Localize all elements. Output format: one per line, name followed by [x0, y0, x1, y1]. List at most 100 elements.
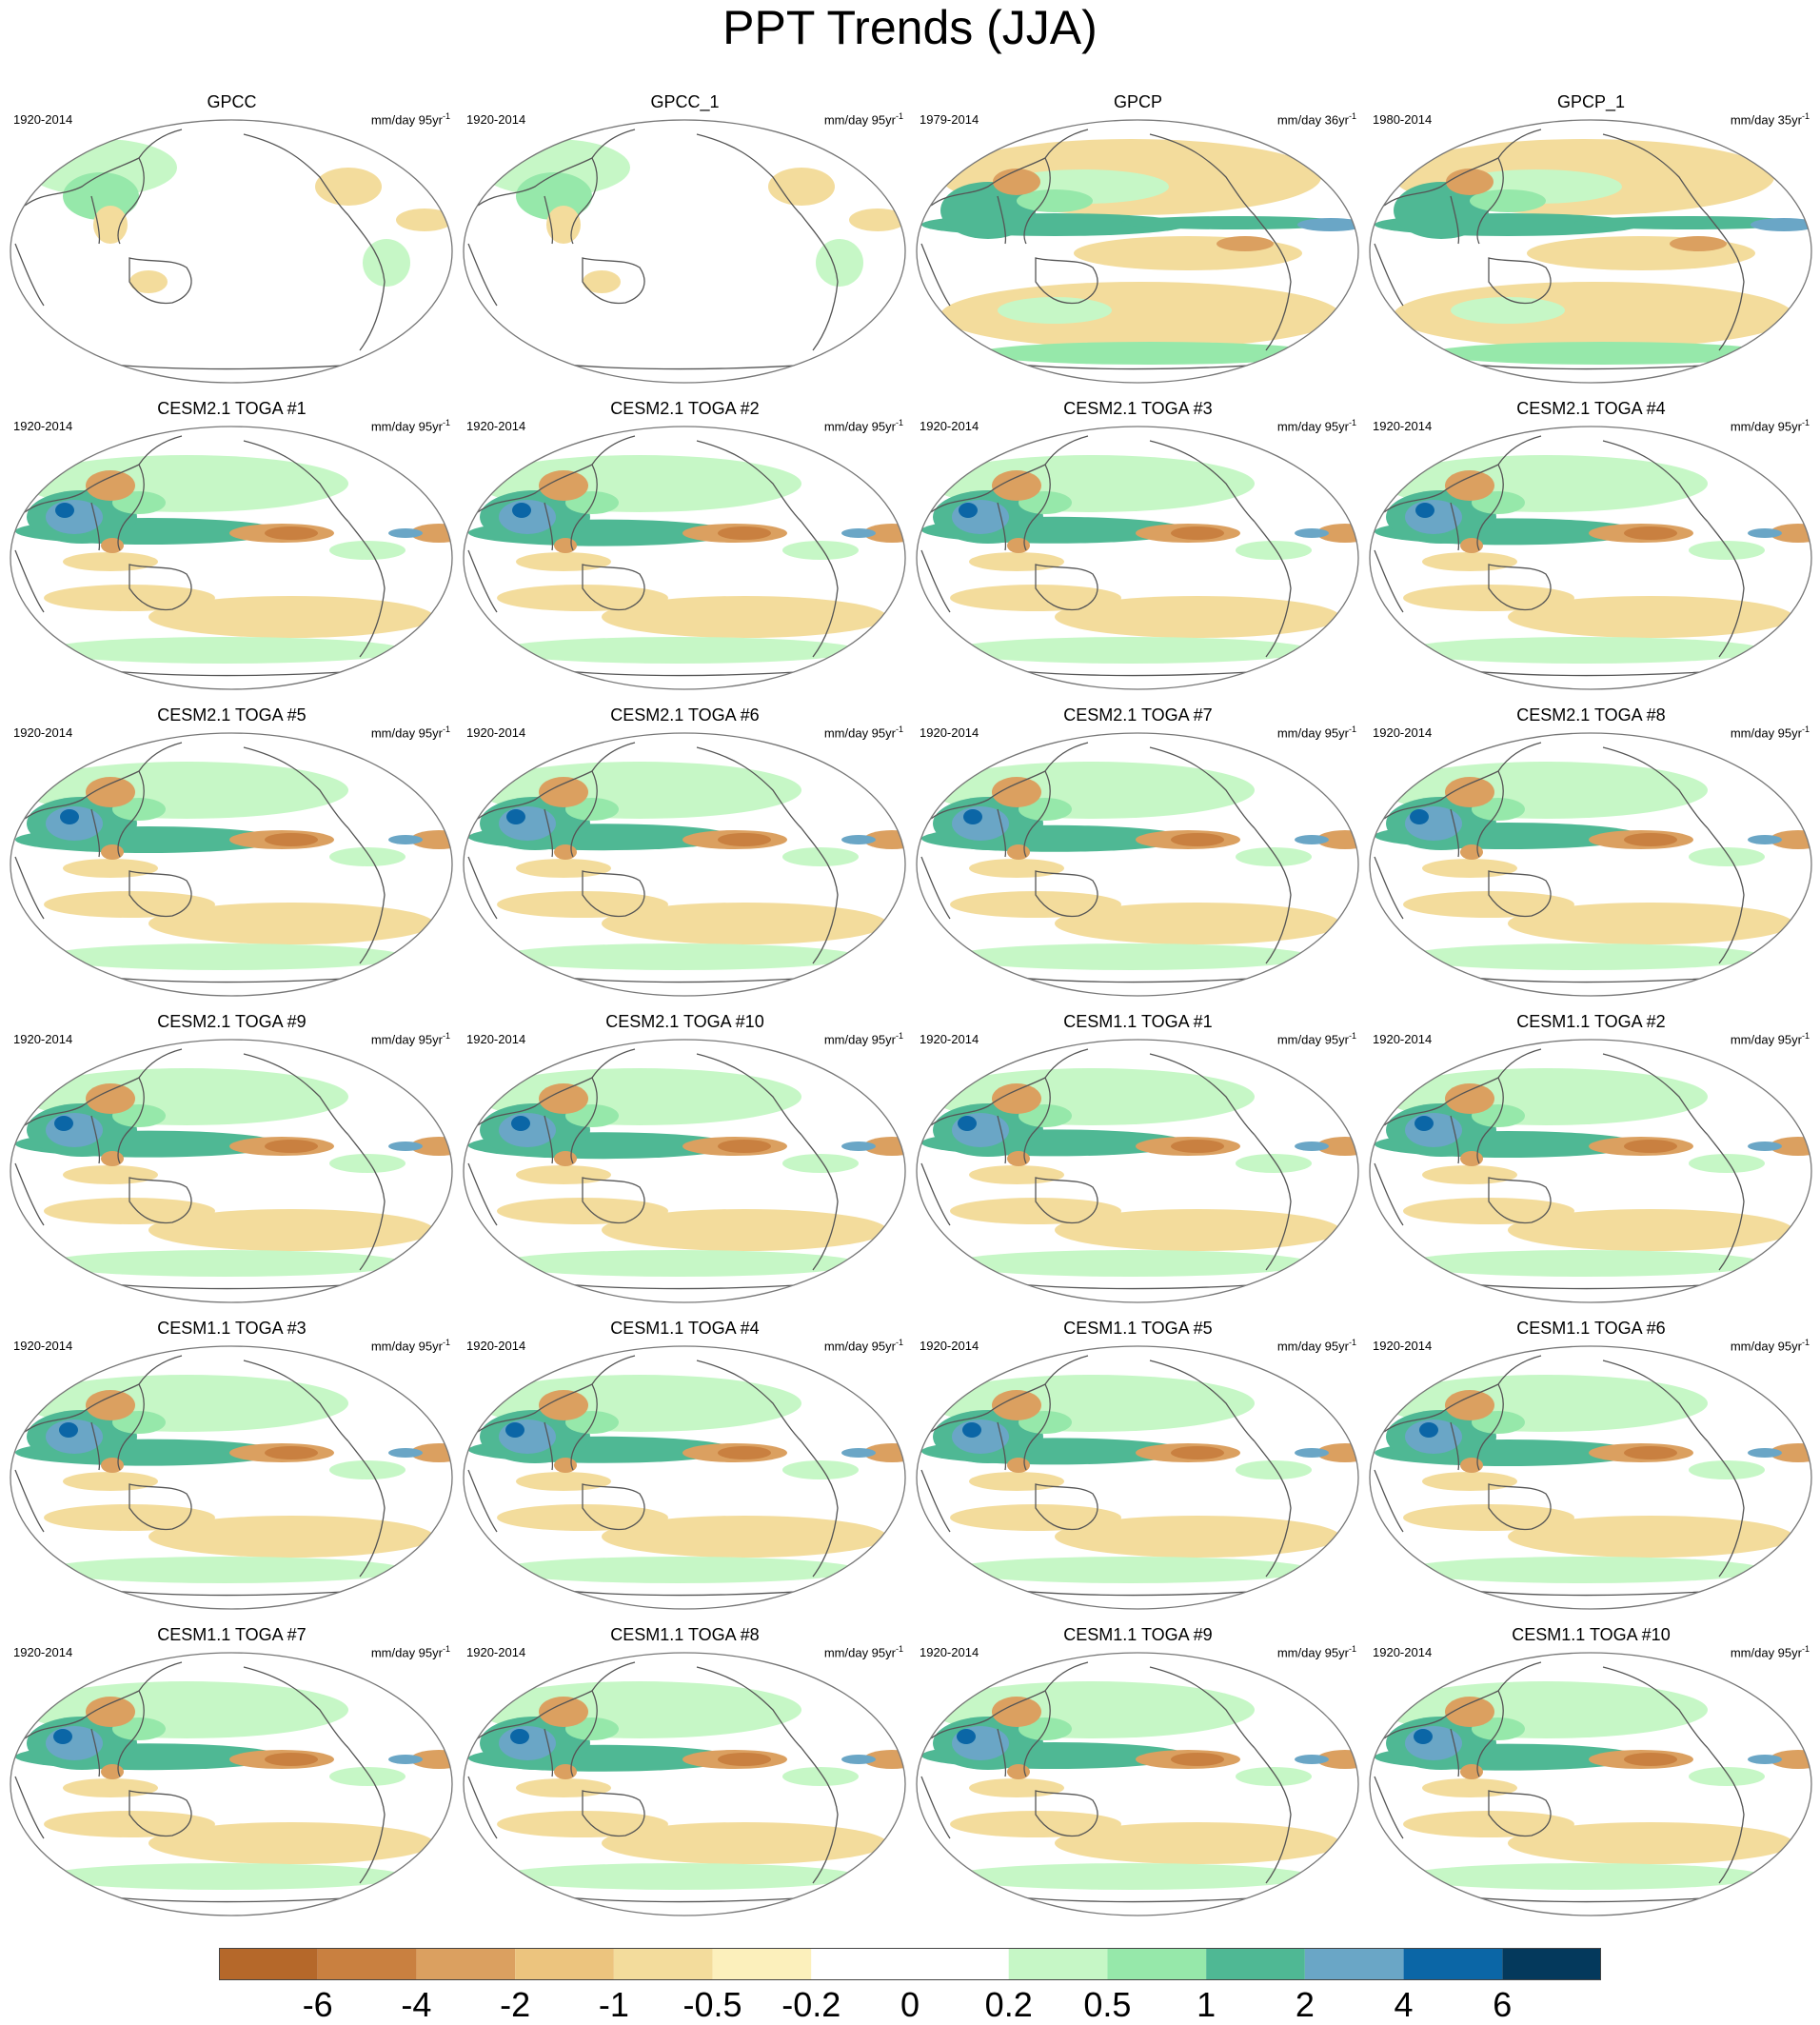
trend-area: [718, 1753, 771, 1766]
trend-area: [768, 168, 835, 206]
panel-title: CESM2.1 TOGA #5: [157, 705, 307, 725]
trend-area: [1316, 524, 1358, 543]
trend-area: [1460, 538, 1483, 553]
colorbar-label: 0: [900, 1985, 920, 2024]
panel-units: mm/day 95yr-1: [371, 722, 450, 741]
trend-area: [101, 1458, 124, 1473]
map-panel: CESM2.1 TOGA #1 1920-2014 mm/day 95yr-1: [6, 398, 458, 693]
coastline: [1450, 1421, 1460, 1471]
trend-area: [1445, 1083, 1494, 1114]
panel-period: 1920-2014: [466, 1032, 526, 1046]
coastline: [1383, 435, 1542, 513]
trend-area: [554, 1764, 577, 1779]
globe-border: [463, 1345, 906, 1610]
coastline: [1149, 1360, 1256, 1442]
trend-area: [388, 1142, 423, 1151]
panel-units: mm/day 95yr-1: [371, 1335, 450, 1354]
trend-area: [1748, 1142, 1782, 1151]
trend-area: [1403, 1504, 1574, 1531]
panel-units-exponent: -1: [442, 725, 450, 734]
panel-period: 1920-2014: [920, 1645, 979, 1659]
globe-border: [916, 1345, 1359, 1610]
panel-units-exponent: -1: [442, 418, 450, 427]
panel-period: 1920-2014: [920, 419, 979, 433]
trend-area: [1770, 524, 1811, 543]
coastline: [997, 1728, 1007, 1777]
coastline: [930, 1661, 1089, 1739]
map-panel: GPCC_1 1920-2014 mm/day 95yr-1: [459, 91, 911, 387]
panel-title: CESM1.1 TOGA #8: [610, 1625, 760, 1644]
trend-area: [63, 552, 158, 571]
trend-area: [1508, 596, 1793, 638]
trend-area: [86, 1083, 135, 1114]
trend-area: [1536, 1076, 1651, 1099]
map-panel: CESM2.1 TOGA #9 1920-2014 mm/day 95yr-1: [6, 1011, 458, 1306]
coastline: [1383, 742, 1542, 820]
panel-units: mm/day 95yr-1: [1277, 415, 1356, 434]
trend-area: [957, 1729, 976, 1744]
coastline: [544, 502, 554, 551]
coastline: [14, 856, 45, 920]
trend-area: [1403, 891, 1574, 918]
trend-area: [998, 297, 1112, 324]
trend-area: [1403, 1557, 1765, 1583]
coastline: [1254, 214, 1292, 351]
map-globe: [916, 1345, 1359, 1610]
trend-area: [177, 1689, 291, 1712]
trend-area: [969, 1778, 1064, 1797]
trend-area: [388, 1755, 423, 1764]
trend-area: [950, 637, 1312, 664]
panel-period: 1920-2014: [13, 725, 73, 740]
coastline: [1707, 827, 1745, 964]
coastline: [129, 1483, 192, 1531]
trend-area: [1403, 1863, 1765, 1890]
coastline: [243, 1360, 349, 1442]
coastline: [1450, 1115, 1460, 1164]
coastline: [1023, 1383, 1051, 1471]
panel-units-text: mm/day 95yr: [1276, 1645, 1349, 1660]
coastline: [801, 214, 839, 351]
panel-units-text: mm/day 95yr: [1730, 1339, 1802, 1354]
trend-area: [841, 1448, 876, 1458]
trend-area: [602, 903, 887, 944]
coastline: [1450, 195, 1460, 245]
trend-area: [630, 1382, 744, 1405]
trend-area: [497, 1504, 668, 1531]
panel-units: mm/day 95yr-1: [1731, 1028, 1810, 1047]
trend-area: [44, 637, 406, 664]
coastline: [582, 564, 645, 611]
trend-area: [1055, 1516, 1340, 1558]
trend-area: [602, 1822, 887, 1864]
coastline: [1023, 1690, 1051, 1777]
trend-area: [59, 1422, 78, 1438]
trend-area: [1770, 830, 1811, 849]
panel-units-exponent: -1: [895, 1031, 903, 1041]
trend-area: [497, 1811, 668, 1837]
coastline: [801, 1440, 839, 1578]
coastline: [544, 1728, 554, 1777]
coastline: [1035, 257, 1098, 305]
panel-period: 1920-2014: [466, 1339, 526, 1353]
coastline: [1383, 129, 1542, 207]
coastline: [1035, 870, 1098, 918]
trend-area: [44, 943, 406, 970]
panel-title: CESM1.1 TOGA #3: [157, 1319, 307, 1338]
trend-area: [1017, 189, 1093, 212]
trend-area: [410, 1750, 452, 1769]
coastline: [1035, 1790, 1098, 1837]
coastline: [570, 464, 598, 551]
panel-units: mm/day 95yr-1: [371, 1028, 450, 1047]
map-globe: [916, 1652, 1359, 1916]
trend-area: [1689, 847, 1765, 866]
coastline: [1023, 770, 1051, 858]
panel-units-text: mm/day 95yr: [823, 1339, 896, 1354]
colorbar-segment: [1502, 1948, 1601, 1980]
trend-area: [1171, 1140, 1224, 1153]
trend-area: [1422, 1778, 1517, 1797]
trend-area: [516, 1778, 611, 1797]
trend-area: [516, 1165, 611, 1184]
coastline: [117, 157, 145, 245]
trend-area: [512, 503, 531, 518]
coastline: [1476, 157, 1504, 245]
panel-units-text: mm/day 95yr: [1276, 419, 1349, 434]
